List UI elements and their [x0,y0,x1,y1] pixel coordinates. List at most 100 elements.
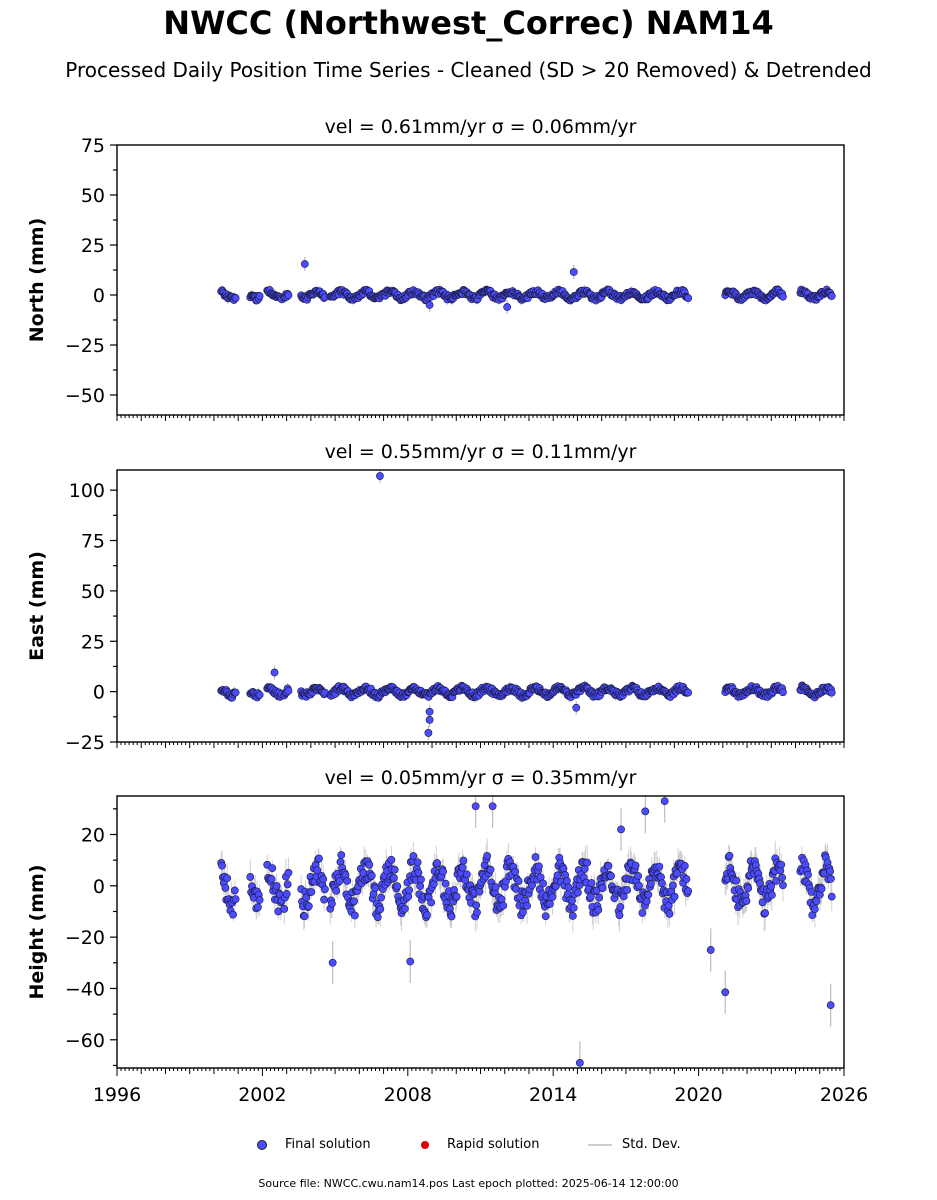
data-point [812,897,821,906]
y-tick-label: −60 [65,1030,105,1052]
data-point [387,855,396,864]
data-point [223,874,232,883]
outlier-point [706,946,715,954]
data-point [350,911,359,920]
data-point [742,897,751,905]
data-point [657,879,666,888]
data-point [267,874,276,883]
data-point [255,292,264,300]
data-point [231,895,240,904]
outlier-point [641,807,650,816]
data-point [564,883,573,892]
data-point [804,870,812,879]
data-point [373,913,382,922]
data-point [433,859,442,867]
data-point [779,292,787,301]
legend-label-std: Std. Dev. [622,1137,681,1152]
data-point [319,875,328,884]
data-point [423,911,431,920]
outlier-point [300,260,309,268]
legend-item-rapid: Rapid solution [421,1137,539,1152]
outlier-point [575,1058,584,1067]
data-point [255,896,264,904]
data-point [568,896,576,905]
data-point [777,860,786,869]
data-point [539,879,548,888]
data-point [459,856,468,865]
data-point [682,875,691,884]
y-tick-label: 25 [81,235,105,257]
data-point [725,851,734,860]
outlier-point [471,802,480,811]
y-tick-label: −20 [65,927,105,949]
data-point [670,892,679,901]
data-point [377,893,386,902]
data-point [475,887,484,896]
legend-label-rapid: Rapid solution [447,1137,540,1152]
figure-title: NWCC (Northwest_Correc) NAM14 [163,4,774,42]
data-point [594,906,603,914]
data-point [684,688,693,697]
panel-title: vel = 0.61mm/yr σ = 0.06mm/yr [325,116,637,138]
outlier-point [826,1001,835,1010]
data-point [416,882,425,890]
data-point [655,862,664,871]
data-series-final [217,257,836,314]
data-point [631,861,640,870]
data-point [268,864,277,873]
data-point [400,904,409,913]
data-point [462,870,471,879]
data-point [376,905,385,914]
source-file-note: Source file: NWCC.cwu.nam14.pos Last epo… [258,1177,679,1190]
axes-frame [116,795,845,1069]
data-point [604,862,613,870]
legend-label-final: Final solution [285,1137,371,1152]
data-point [732,876,741,885]
data-point [511,867,520,876]
data-point [413,858,422,867]
data-point [218,861,226,870]
data-point [669,881,677,890]
data-point [417,875,425,884]
data-point [583,858,592,867]
data-point [343,877,352,885]
y-tick-label: −25 [65,335,105,357]
data-point [587,879,596,887]
data-point [229,910,237,919]
std-dev-line-icon [588,1143,612,1146]
panel-title: vel = 0.55mm/yr σ = 0.11mm/yr [325,441,637,463]
data-series-final [217,470,836,740]
outlier-point [503,303,512,311]
legend-item-std: Std. Dev. [588,1137,681,1152]
data-point [638,909,647,917]
data-point [514,877,523,885]
std-dev-bars [220,257,833,314]
data-point [680,862,689,870]
outlier-point [424,729,433,737]
data-point [300,912,309,921]
data-point [491,883,500,892]
data-points [217,472,836,737]
data-point [778,873,786,882]
outlier-point [721,988,730,997]
panel-title: vel = 0.05mm/yr σ = 0.35mm/yr [325,767,637,789]
data-point [304,902,313,911]
data-points [217,797,836,1067]
data-point [458,863,467,872]
data-point [389,873,398,882]
outlier-point [328,958,337,967]
data-point [598,884,607,892]
y-tick-label: 25 [81,631,105,653]
y-tick-label: 50 [81,581,105,603]
data-point [827,874,835,883]
data-point [768,891,776,899]
data-point [335,877,344,886]
x-tick-label: 2020 [674,1084,722,1106]
data-point [350,897,358,906]
data-point [635,881,643,890]
data-point [779,688,787,697]
data-point [393,882,402,891]
panel-3: vel = 0.05mm/yr σ = 0.35mm/yr Height (mm)… [26,767,868,1106]
data-point [518,908,527,917]
